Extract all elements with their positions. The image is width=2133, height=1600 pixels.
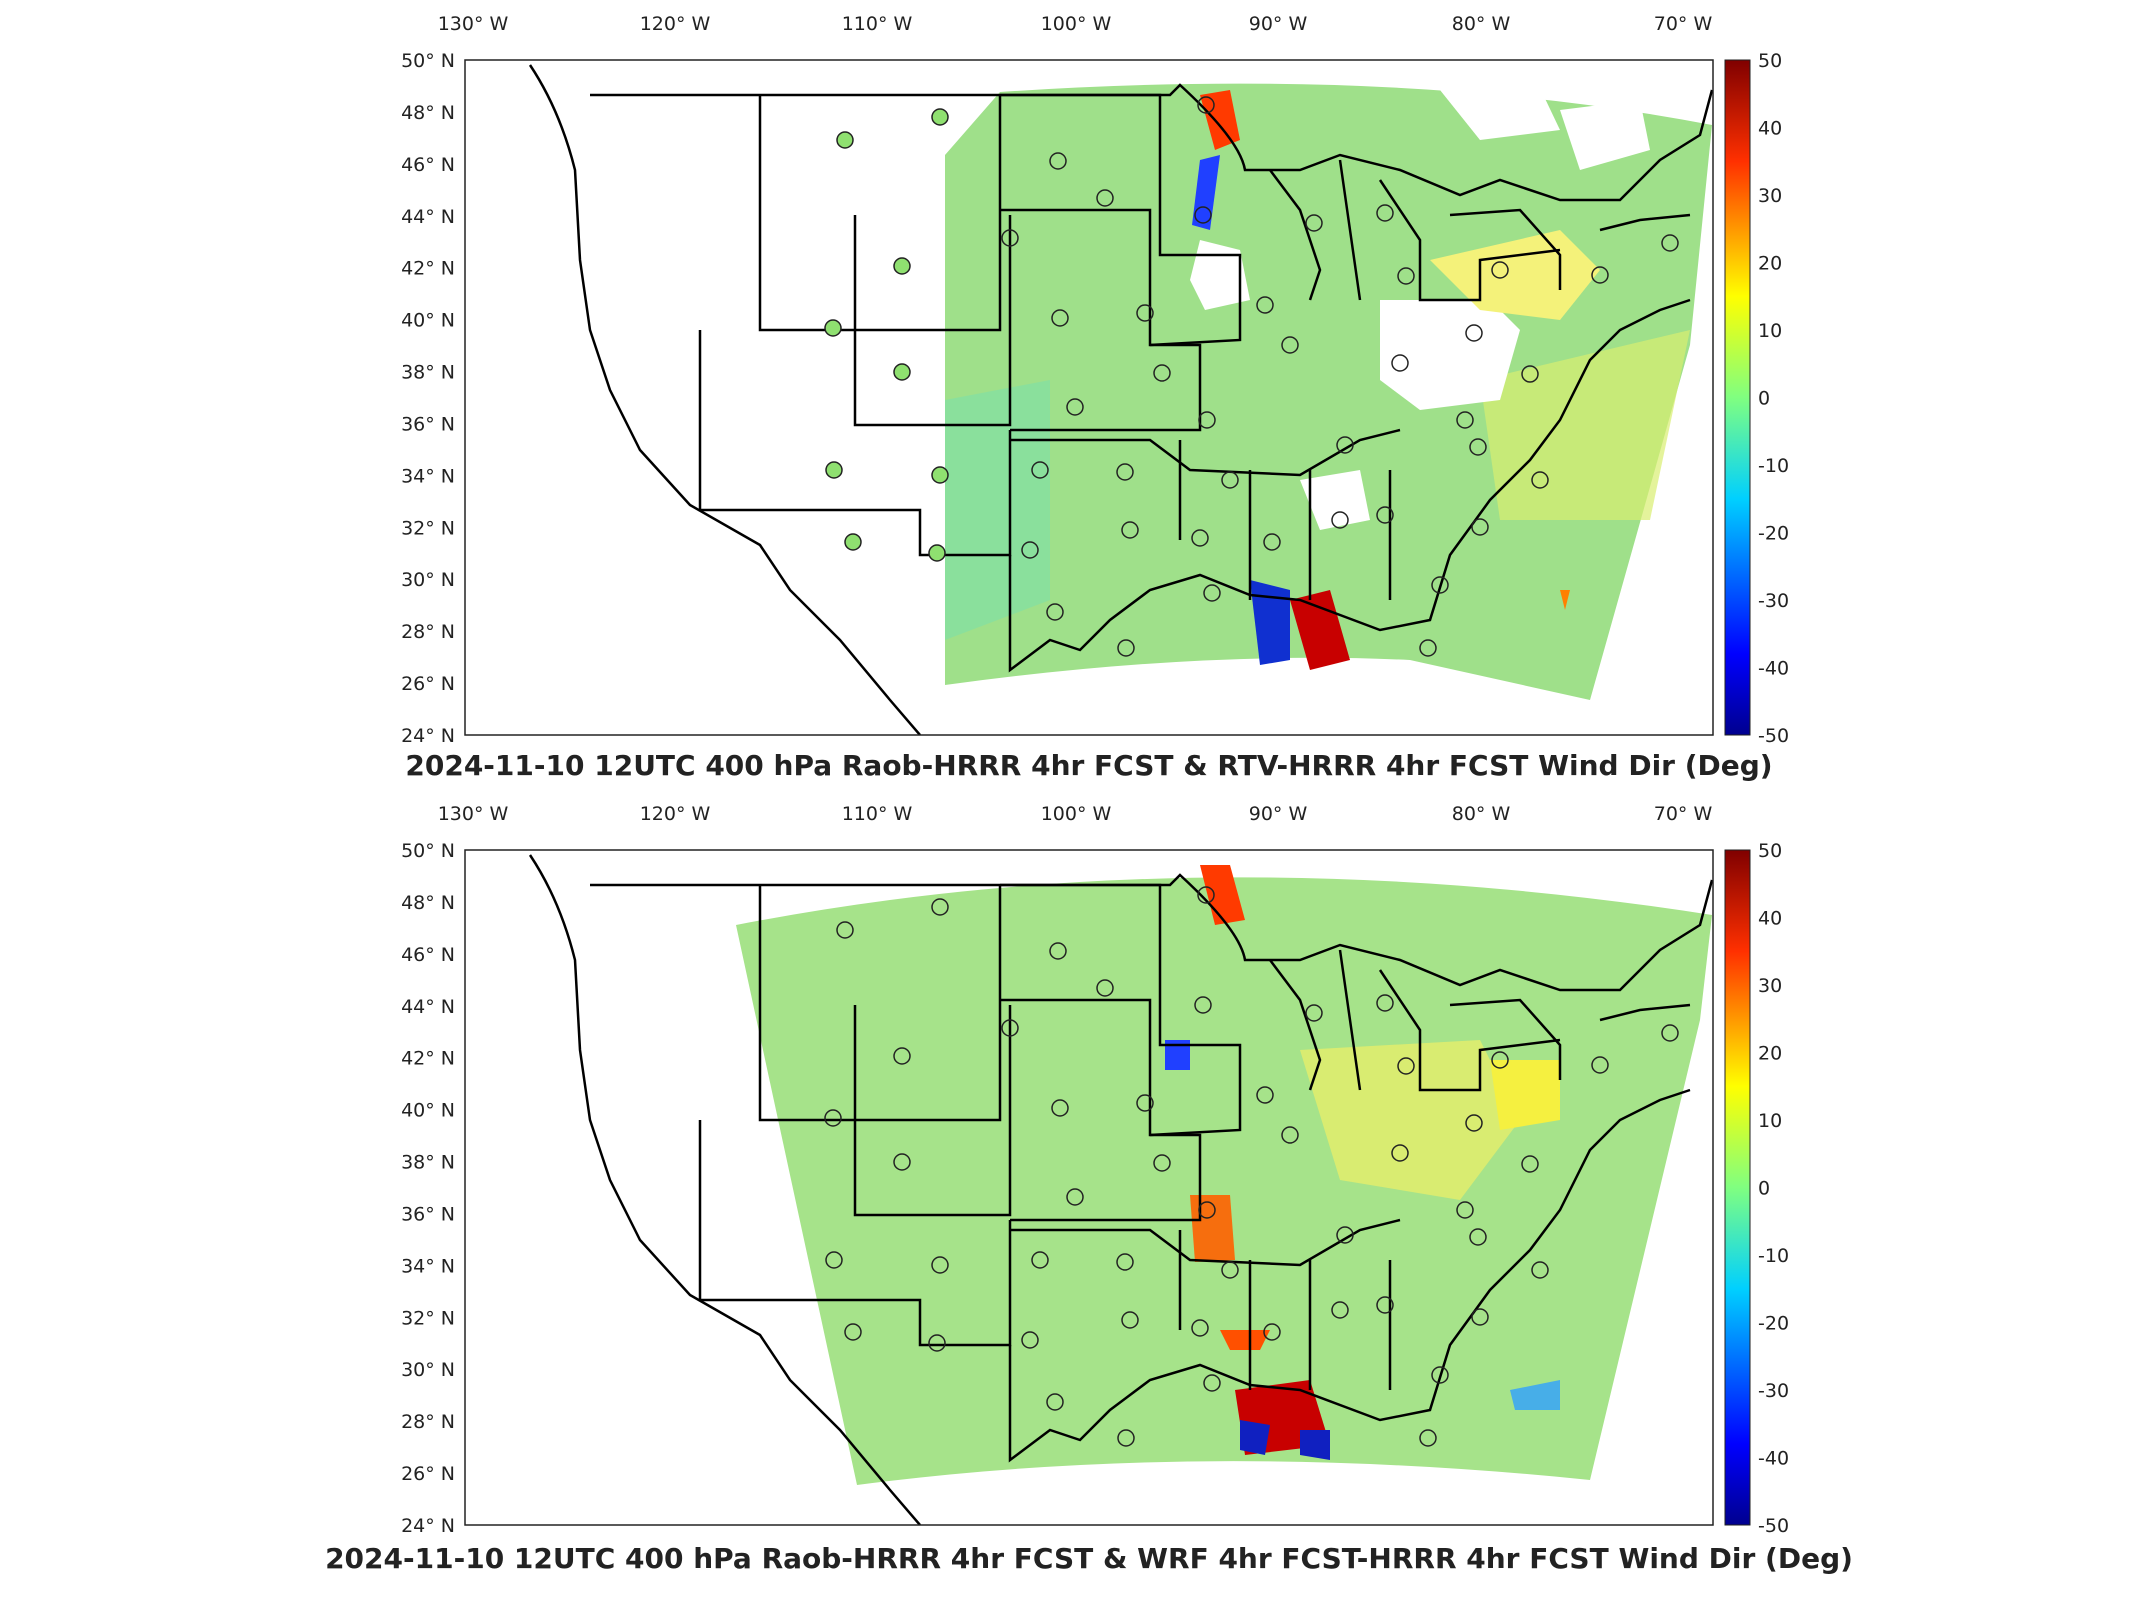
y-tick-label: 26° N bbox=[401, 673, 455, 695]
basemap-outlines-bottom bbox=[528, 854, 1713, 1525]
colorbar-tick-label: -50 bbox=[1758, 1515, 1789, 1537]
x-tick-label: 120° W bbox=[640, 803, 711, 825]
colorbar-tick-label: 50 bbox=[1758, 840, 1782, 862]
y-tick-label: 24° N bbox=[401, 1515, 455, 1537]
colorbar-tick-label: 0 bbox=[1758, 388, 1770, 410]
colorbar-tick-label: 40 bbox=[1758, 118, 1782, 140]
colorbar-tick-label: -20 bbox=[1758, 523, 1789, 545]
y-tick-label: 50° N bbox=[401, 50, 455, 72]
y-tick-label: 30° N bbox=[401, 1359, 455, 1381]
basemap-outlines-top bbox=[528, 64, 1713, 735]
y-tick-label: 32° N bbox=[401, 1307, 455, 1329]
colorbar-tick-label: 10 bbox=[1758, 1110, 1782, 1132]
y-tick-label: 44° N bbox=[401, 996, 455, 1018]
y-tick-label: 42° N bbox=[401, 258, 455, 280]
colorbar-tick-label: 30 bbox=[1758, 185, 1782, 207]
x-tick-label: 80° W bbox=[1452, 13, 1511, 35]
colorbar-tick-label: -30 bbox=[1758, 1380, 1789, 1402]
y-tick-label: 28° N bbox=[401, 621, 455, 643]
x-tick-label: 80° W bbox=[1452, 803, 1511, 825]
x-tick-label: 90° W bbox=[1249, 803, 1308, 825]
y-tick-label: 30° N bbox=[401, 569, 455, 591]
colorbar-tick-label: -20 bbox=[1758, 1313, 1789, 1335]
colorbar-tick-label: 30 bbox=[1758, 975, 1782, 997]
y-tick-label: 42° N bbox=[401, 1048, 455, 1070]
y-tick-label: 48° N bbox=[401, 102, 455, 124]
colorbar-bottom bbox=[1724, 849, 1751, 1526]
panel-title: 2024-11-10 12UTC 400 hPa Raob-HRRR 4hr F… bbox=[325, 1542, 1853, 1575]
x-tick-label: 70° W bbox=[1654, 13, 1713, 35]
x-tick-label: 110° W bbox=[842, 803, 913, 825]
x-tick-label: 110° W bbox=[842, 13, 913, 35]
y-tick-label: 34° N bbox=[401, 1255, 455, 1277]
panel-title: 2024-11-10 12UTC 400 hPa Raob-HRRR 4hr F… bbox=[405, 749, 1772, 782]
y-tick-label: 48° N bbox=[401, 892, 455, 914]
colorbar-tick-label: 20 bbox=[1758, 1043, 1782, 1065]
y-tick-label: 40° N bbox=[401, 310, 455, 332]
raob-stations-bottom bbox=[824, 886, 1679, 1447]
y-tick-label: 26° N bbox=[401, 1463, 455, 1485]
x-tick-label: 120° W bbox=[640, 13, 711, 35]
colorbar-tick-label: 0 bbox=[1758, 1178, 1770, 1200]
colorbar-tick-label: -40 bbox=[1758, 1448, 1789, 1470]
y-tick-label: 32° N bbox=[401, 517, 455, 539]
x-tick-label: 130° W bbox=[438, 803, 509, 825]
colorbar-tick-label: -30 bbox=[1758, 590, 1789, 612]
plot-frame-bottom bbox=[464, 849, 1714, 1526]
colorbar-tick-label: 10 bbox=[1758, 320, 1782, 342]
colorbar-tick-label: 40 bbox=[1758, 908, 1782, 930]
colorbar-tick-label: 20 bbox=[1758, 253, 1782, 275]
colorbar-tick-label: -10 bbox=[1758, 455, 1789, 477]
colorbar-tick-label: -40 bbox=[1758, 658, 1789, 680]
y-tick-label: 40° N bbox=[401, 1100, 455, 1122]
x-tick-label: 70° W bbox=[1654, 803, 1713, 825]
colorbar-tick-label: -10 bbox=[1758, 1245, 1789, 1267]
y-tick-label: 36° N bbox=[401, 413, 455, 435]
map-panel-bottom bbox=[464, 849, 1751, 1526]
y-tick-label: 50° N bbox=[401, 840, 455, 862]
y-tick-label: 46° N bbox=[401, 154, 455, 176]
colorbar-top bbox=[1724, 59, 1751, 736]
wind-direction-field-bottom bbox=[736, 865, 1712, 1485]
y-tick-label: 28° N bbox=[401, 1411, 455, 1433]
y-tick-label: 24° N bbox=[401, 725, 455, 747]
colorbar-tick-label: 50 bbox=[1758, 50, 1782, 72]
y-tick-label: 36° N bbox=[401, 1203, 455, 1225]
y-tick-label: 44° N bbox=[401, 206, 455, 228]
plot-frame-top bbox=[464, 59, 1714, 736]
x-tick-label: 90° W bbox=[1249, 13, 1308, 35]
x-tick-label: 130° W bbox=[438, 13, 509, 35]
map-panel-top bbox=[464, 59, 1751, 736]
y-tick-label: 38° N bbox=[401, 1152, 455, 1174]
y-tick-label: 46° N bbox=[401, 944, 455, 966]
y-tick-label: 38° N bbox=[401, 362, 455, 384]
x-tick-label: 100° W bbox=[1041, 803, 1112, 825]
colorbar-tick-label: -50 bbox=[1758, 725, 1789, 747]
raob-stations-top bbox=[824, 96, 1679, 657]
x-tick-label: 100° W bbox=[1041, 13, 1112, 35]
wind-direction-field-top bbox=[945, 83, 1712, 701]
y-tick-label: 34° N bbox=[401, 465, 455, 487]
